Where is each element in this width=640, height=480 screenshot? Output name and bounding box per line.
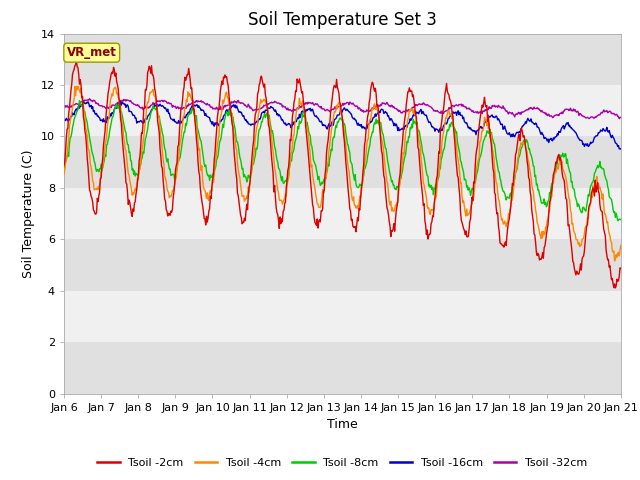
Bar (64, 342, 621, 394)
Legend: Tsoil -2cm, Tsoil -4cm, Tsoil -8cm, Tsoil -16cm, Tsoil -32cm: Tsoil -2cm, Tsoil -4cm, Tsoil -8cm, Tsoi… (93, 453, 592, 472)
Bar (64, 240, 621, 291)
Bar (64, 136, 621, 188)
Y-axis label: Soil Temperature (C): Soil Temperature (C) (22, 149, 35, 278)
Title: Soil Temperature Set 3: Soil Temperature Set 3 (248, 11, 437, 29)
Text: VR_met: VR_met (67, 46, 116, 59)
X-axis label: Time: Time (327, 418, 358, 431)
Bar (64, 34, 621, 85)
